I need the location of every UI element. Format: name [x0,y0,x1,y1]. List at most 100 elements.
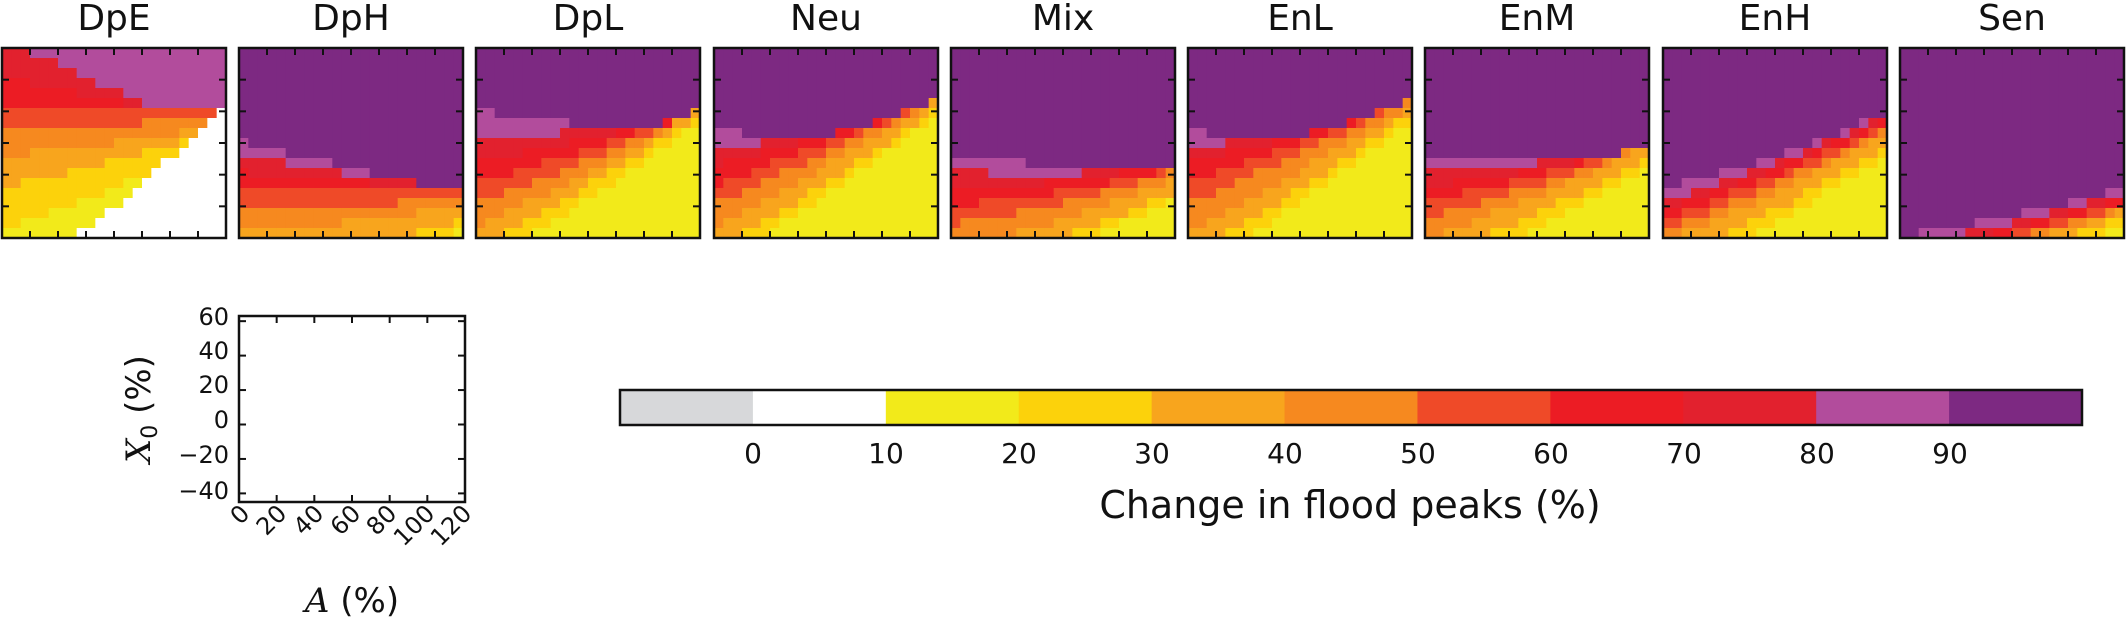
heatmap-cell [644,148,654,159]
heatmap-cell [2068,88,2078,99]
heatmap-cell [742,178,752,189]
heatmap-cell [513,208,524,219]
heatmap-cell [1765,228,1776,239]
heatmap-cell [1527,188,1538,199]
heatmap-cell [30,108,40,119]
heatmap-cell [1574,48,1585,59]
heatmap-cell [444,208,455,219]
heatmap-cell [2049,118,2060,129]
heatmap-cell [1928,188,1938,199]
heatmap-cell [690,158,701,169]
heatmap-cell [2105,178,2116,189]
heatmap-cell [1100,98,1111,109]
heatmap-cell [1747,78,1757,89]
heatmap-cell [1918,178,1929,189]
heatmap-cell [1946,148,1957,159]
heatmap-cell [351,128,361,139]
heatmap-cell [597,138,608,149]
heatmap-cell [425,68,436,79]
heatmap-cell [597,48,608,59]
heatmap-cell [681,128,692,139]
heatmap-cell [844,78,855,89]
heatmap-cell [86,98,96,109]
heatmap-cell [369,48,380,59]
heatmap-cell [76,58,87,69]
heatmap-cell [2021,188,2032,199]
heatmap-cell [1546,88,1557,99]
heatmap-cell [588,98,598,109]
heatmap-cell [1063,68,1073,79]
heatmap-cell [388,58,399,69]
heatmap-cell [513,218,524,229]
heatmap-cell [1812,48,1823,59]
heatmap-cell [1356,138,1366,149]
heatmap-cell [1663,198,1673,209]
heatmap-cell [807,58,818,69]
heatmap-cell [142,48,152,59]
heatmap-cell [988,198,999,209]
heatmap-cell [379,108,389,119]
heatmap-cell [714,158,724,169]
heatmap-cell [807,208,818,219]
heatmap-cell [882,118,892,129]
heatmap-cell [1700,208,1711,219]
heatmap-cell [751,98,762,109]
heatmap-cell [1234,108,1245,119]
heatmap-cell [1756,228,1767,239]
heatmap-cell [742,48,752,59]
heatmap-cell [1900,118,1910,129]
heatmap-cell [1356,148,1366,159]
heatmap-cell [1909,128,1920,139]
heatmap-cell [1821,208,1832,219]
heatmap-cell [1262,48,1273,59]
heatmap-cell [285,78,296,89]
heatmap-cell [160,228,171,239]
heatmap-cell [960,58,971,69]
heatmap-cell [1053,228,1064,239]
heatmap-cell [2086,98,2097,109]
heatmap-cell [1346,168,1357,179]
heatmap-cell [1775,198,1785,209]
heatmap-cell [1909,58,1920,69]
heatmap-cell [1453,48,1463,59]
heatmap-cell [48,168,59,179]
heatmap-cell [1016,68,1027,79]
heatmap-cell [1453,78,1463,89]
heatmap-cell [1965,158,1976,169]
heatmap-cell [360,78,371,89]
heatmap-cell [1840,48,1851,59]
heatmap-cell [807,108,818,119]
heatmap-cell [1100,68,1111,79]
heatmap-cell [1821,198,1832,209]
heatmap-cell [407,218,417,229]
heatmap-cell [1188,78,1198,89]
heatmap-cell [397,148,408,159]
heatmap-cell [397,58,408,69]
heatmap-cell [142,208,152,219]
heatmap-cell [1453,138,1463,149]
heatmap-cell [1565,188,1575,199]
heatmap-cell [351,98,361,109]
heatmap-cell [20,178,31,189]
heatmap-cell [1849,178,1860,189]
heatmap-cell [1700,188,1711,199]
heatmap-cell [863,168,874,179]
heatmap-cell [76,228,87,239]
heatmap-cell [1109,168,1120,179]
heatmap-cell [1546,108,1557,119]
heatmap-cell [1393,58,1404,69]
heatmap-cell [2077,78,2088,89]
heatmap-cell [2049,188,2060,199]
heatmap-cell [2086,228,2097,239]
heatmap-cell [388,168,399,179]
heatmap-cell [504,68,514,79]
heatmap-cell [48,78,59,89]
heatmap-cell [1583,98,1594,109]
heatmap-cell [541,218,552,229]
heatmap-cell [835,228,846,239]
heatmap-cell [969,148,980,159]
heatmap-cell [844,138,855,149]
heatmap-cell [1025,218,1036,229]
heatmap-cell [1053,58,1064,69]
heatmap-cell [919,118,930,129]
